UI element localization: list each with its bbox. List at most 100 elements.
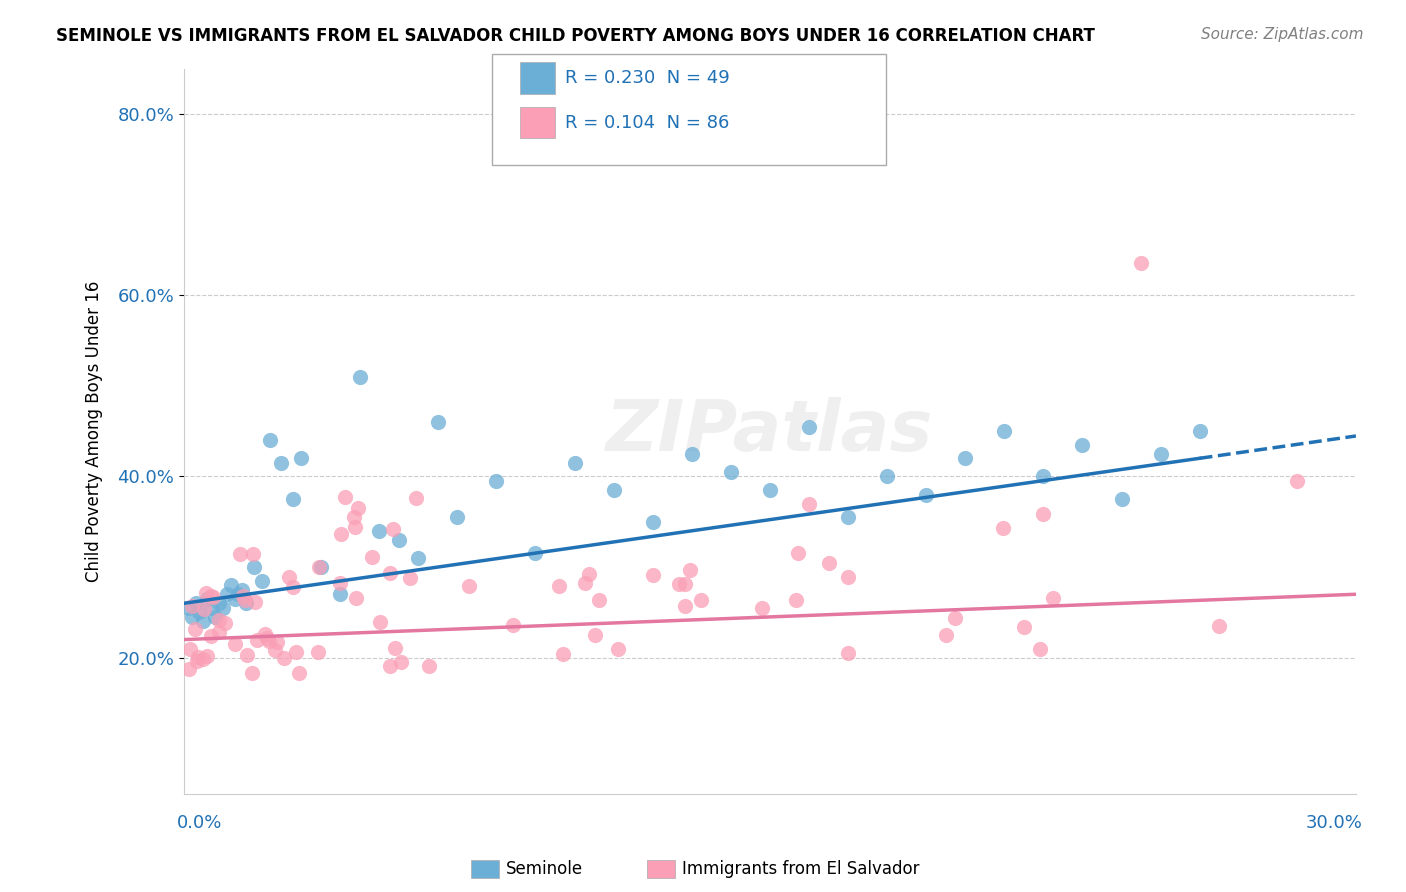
Point <box>458 579 481 593</box>
Point <box>388 533 411 547</box>
Point <box>935 628 957 642</box>
Point <box>242 547 264 561</box>
Point <box>370 615 392 629</box>
Point <box>583 628 606 642</box>
Y-axis label: Child Poverty Among Boys Under 16: Child Poverty Among Boys Under 16 <box>86 280 103 582</box>
Point <box>344 519 367 533</box>
Point <box>329 576 352 591</box>
Point <box>259 433 281 447</box>
Point <box>578 566 600 581</box>
Point <box>204 610 226 624</box>
Point <box>1032 508 1054 522</box>
Point <box>329 587 352 601</box>
Point <box>194 585 217 599</box>
Point <box>673 599 696 614</box>
Point <box>233 592 256 607</box>
Point <box>290 451 312 466</box>
Point <box>524 546 547 560</box>
Point <box>993 424 1015 438</box>
Point <box>200 629 222 643</box>
Point <box>785 593 807 607</box>
Point <box>208 614 231 628</box>
Point <box>551 648 574 662</box>
Point <box>215 587 238 601</box>
Point <box>245 595 267 609</box>
Point <box>208 624 231 639</box>
Point <box>229 547 252 561</box>
Point <box>184 596 207 610</box>
Point <box>360 549 382 564</box>
Point <box>228 587 250 601</box>
Point <box>418 659 440 673</box>
Point <box>256 632 278 646</box>
Point <box>1071 438 1094 452</box>
Point <box>283 580 305 594</box>
Point <box>333 490 356 504</box>
Point <box>208 596 231 610</box>
Point <box>180 610 202 624</box>
Point <box>232 589 254 603</box>
Point <box>426 415 449 429</box>
Point <box>179 642 201 657</box>
Point <box>200 600 222 615</box>
Point <box>381 522 404 536</box>
Point <box>1208 619 1230 633</box>
Point <box>195 591 218 606</box>
Point <box>187 650 209 665</box>
Point <box>288 665 311 680</box>
Point <box>246 632 269 647</box>
Point <box>876 469 898 483</box>
Point <box>307 645 329 659</box>
Point <box>548 578 571 592</box>
Point <box>368 524 391 538</box>
Point <box>1042 591 1064 605</box>
Point <box>243 560 266 574</box>
Point <box>270 456 292 470</box>
Point <box>406 551 429 566</box>
Point <box>278 570 301 584</box>
Text: Source: ZipAtlas.com: Source: ZipAtlas.com <box>1201 27 1364 42</box>
Point <box>607 642 630 657</box>
Point <box>193 615 215 629</box>
Point <box>308 560 330 574</box>
Point <box>235 596 257 610</box>
Point <box>309 560 332 574</box>
Point <box>201 590 224 604</box>
Point <box>224 637 246 651</box>
Text: Immigrants from El Salvador: Immigrants from El Salvador <box>682 860 920 878</box>
Point <box>574 576 596 591</box>
Point <box>188 606 211 620</box>
Point <box>236 648 259 662</box>
Point <box>257 634 280 648</box>
Point <box>681 447 703 461</box>
Point <box>330 527 353 541</box>
Point <box>193 652 215 666</box>
Point <box>273 650 295 665</box>
Point <box>679 563 702 577</box>
Point <box>1188 424 1211 438</box>
Point <box>837 510 859 524</box>
Point <box>212 600 235 615</box>
Point <box>818 556 841 570</box>
Text: Seminole: Seminole <box>506 860 583 878</box>
Point <box>1029 642 1052 657</box>
Point <box>673 576 696 591</box>
Point <box>231 582 253 597</box>
Point <box>787 546 810 560</box>
Text: 30.0%: 30.0% <box>1306 814 1362 832</box>
Point <box>250 574 273 588</box>
Point <box>186 655 208 669</box>
Point <box>176 600 198 615</box>
Point <box>955 451 977 466</box>
Point <box>915 487 938 501</box>
Point <box>1130 256 1153 270</box>
Point <box>242 665 264 680</box>
Point <box>1012 620 1035 634</box>
Point <box>347 500 370 515</box>
Point <box>181 599 204 614</box>
Point <box>602 483 624 497</box>
Point <box>378 566 401 580</box>
Point <box>219 578 242 592</box>
Point <box>446 510 468 524</box>
Point <box>837 570 859 584</box>
